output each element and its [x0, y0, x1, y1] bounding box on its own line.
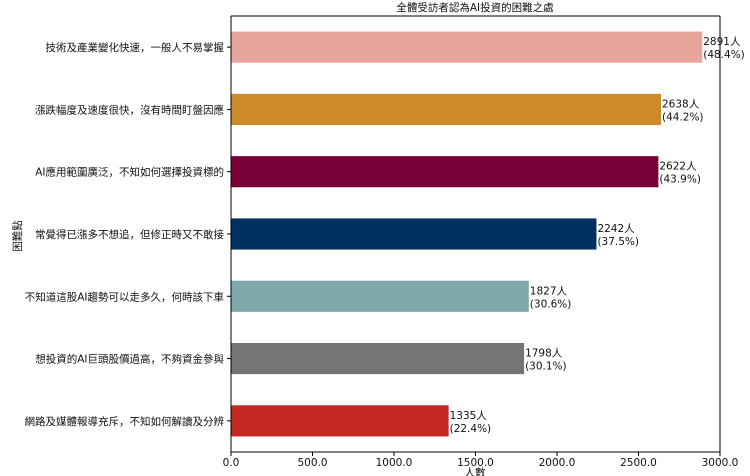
bar [231, 156, 659, 188]
x-tick-label: 2000.0 [539, 457, 576, 469]
category-label: 常覺得已漲多不想追，但修正時又不敢接 [35, 228, 224, 241]
category-label: AI應用範圍廣泛，不知如何選擇投資標的 [35, 166, 224, 179]
bar-group [231, 31, 703, 437]
percent-label: (37.5%) [597, 236, 639, 248]
x-tick-label: 2500.0 [620, 457, 657, 469]
category-label: 技術及產業變化快速，一般人不易掌握 [46, 41, 225, 54]
category-label: 不知道這股AI趨勢可以走多久，何時該下車 [25, 290, 224, 303]
value-label: 1827人 [530, 285, 568, 297]
percent-label: (22.4%) [450, 423, 492, 435]
value-label: 2891人 [703, 36, 741, 48]
value-label: 1335人 [450, 410, 488, 422]
value-label: 2622人 [659, 161, 697, 173]
bar [231, 218, 597, 250]
value-label: 1798人 [525, 348, 563, 360]
x-axis-label: 人數 [465, 466, 486, 476]
bar [231, 93, 661, 125]
bar [231, 343, 525, 375]
chart-title: 全體受訪者認為AI投資的困難之處 [396, 1, 554, 14]
percent-label: (43.9%) [659, 174, 701, 186]
value-label: 2242人 [597, 223, 635, 235]
category-label: 網路及媒體報導充斥，不知如何解讀及分辨 [25, 415, 225, 428]
bar [231, 405, 449, 437]
x-tick-label: 1000.0 [376, 457, 413, 469]
x-tick-label: 3000.0 [702, 457, 739, 469]
y-axis-label: 困難點 [11, 220, 24, 252]
x-axis-ticks: 0.0 500.0 1000.0 1500.0 2000.0 2500.0 3000.0 [223, 452, 739, 469]
percent-label: (48.4%) [703, 49, 745, 61]
percent-label: (30.1%) [525, 361, 567, 373]
bar [231, 31, 703, 63]
data-labels: 2891人(48.4%) 2638人(44.2%) 2622人(43.9%) 2242… [450, 36, 745, 435]
value-label: 2638人 [662, 98, 700, 110]
x-tick-label: 1500.0 [457, 457, 494, 469]
category-label: 想投資的AI巨頭股價過高，不夠資金參與 [35, 353, 224, 366]
x-tick-label: 500.0 [297, 457, 327, 469]
x-tick-label: 0.0 [223, 457, 240, 469]
percent-label: (44.2%) [662, 111, 704, 123]
category-label: 漲跌幅度及速度很快，沒有時間盯盤因應 [35, 103, 224, 116]
percent-label: (30.6%) [530, 298, 572, 310]
bar [231, 280, 529, 312]
